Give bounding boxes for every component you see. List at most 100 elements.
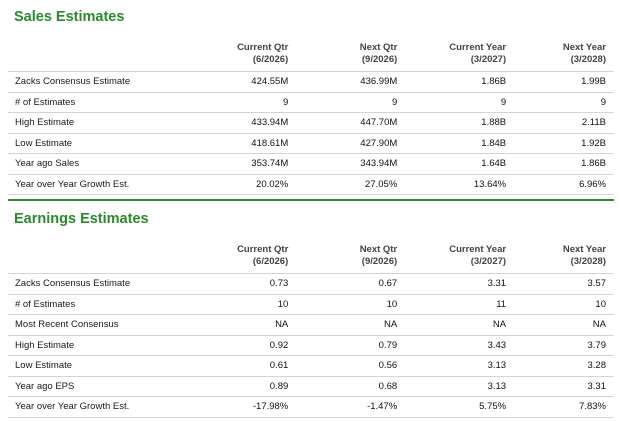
sales-header-row: Current Qtr (6/2026) Next Qtr (9/2026) C… xyxy=(8,36,614,72)
cell-value: 0.56 xyxy=(296,355,406,377)
cell-value: 1.88B xyxy=(405,112,515,134)
row-label: Zacks Consensus Estimate xyxy=(8,71,173,93)
table-row: Low Estimate 418.61M 427.90M 1.84B 1.92B xyxy=(8,133,614,154)
row-label: # of Estimates xyxy=(8,294,173,315)
header-line2: (6/2026) xyxy=(252,53,289,65)
row-label: Most Recent Consensus xyxy=(8,314,173,336)
table-row: Year over Year Growth Est. -17.98% -1.47… xyxy=(8,396,614,418)
cell-value: 20.02% xyxy=(172,174,297,195)
cell-value: 9 xyxy=(296,92,406,113)
cell-value: 0.67 xyxy=(296,273,406,295)
section-divider xyxy=(8,199,614,201)
earnings-header-row: Current Qtr (6/2026) Next Qtr (9/2026) C… xyxy=(8,238,614,274)
cell-value: 1.86B xyxy=(514,153,614,175)
cell-value: 418.61M xyxy=(172,133,297,154)
header-line1: Next Qtr xyxy=(359,42,398,53)
earnings-header-blank xyxy=(8,238,173,274)
cell-value: 3.13 xyxy=(405,376,515,397)
cell-value: 10 xyxy=(172,294,297,315)
cell-value: NA xyxy=(514,314,614,336)
cell-value: 7.83% xyxy=(514,396,614,418)
cell-value: 13.64% xyxy=(405,174,515,195)
table-row: # of Estimates 10 10 11 10 xyxy=(8,294,614,315)
row-label: High Estimate xyxy=(8,112,173,134)
header-line1: Current Qtr xyxy=(237,244,289,255)
table-row: Zacks Consensus Estimate 0.73 0.67 3.31 … xyxy=(8,273,614,295)
cell-value: 424.55M xyxy=(172,71,297,93)
sales-header-next-year: Next Year (3/2028) xyxy=(514,36,614,72)
row-label: Zacks Consensus Estimate xyxy=(8,273,173,295)
cell-value: 436.99M xyxy=(296,71,406,93)
earnings-header-current-year: Current Year (3/2027) xyxy=(405,238,515,274)
header-line2: (6/2026) xyxy=(252,255,289,267)
earnings-header-next-qtr: Next Qtr (9/2026) xyxy=(296,238,406,274)
row-label: Year ago Sales xyxy=(8,153,173,175)
table-row: # of Estimates 9 9 9 9 xyxy=(8,92,614,113)
sales-estimates-title: Sales Estimates xyxy=(14,9,125,25)
sales-header-current-qtr: Current Qtr (6/2026) xyxy=(172,36,297,72)
cell-value: 9 xyxy=(172,92,297,113)
cell-value: 9 xyxy=(514,92,614,113)
header-line2: (3/2028) xyxy=(570,255,606,267)
cell-value: NA xyxy=(296,314,406,336)
cell-value: -17.98% xyxy=(172,396,297,418)
table-row: Year ago EPS 0.89 0.68 3.13 3.31 xyxy=(8,376,614,397)
row-label: # of Estimates xyxy=(8,92,173,113)
header-line2: (3/2027) xyxy=(470,255,507,267)
cell-value: 3.43 xyxy=(405,335,515,356)
cell-value: NA xyxy=(405,314,515,336)
table-row: Most Recent Consensus NA NA NA NA xyxy=(8,314,614,336)
earnings-estimates-table: Current Qtr (6/2026) Next Qtr (9/2026) C… xyxy=(8,238,614,418)
sales-header-current-year: Current Year (3/2027) xyxy=(405,36,515,72)
cell-value: -1.47% xyxy=(296,396,406,418)
cell-value: 10 xyxy=(296,294,406,315)
cell-value: 0.73 xyxy=(172,273,297,295)
cell-value: 6.96% xyxy=(514,174,614,195)
cell-value: 427.90M xyxy=(296,133,406,154)
cell-value: 0.68 xyxy=(296,376,406,397)
row-label: Low Estimate xyxy=(8,133,173,154)
header-line1: Next Year xyxy=(562,244,606,255)
header-line2: (3/2027) xyxy=(470,53,507,65)
cell-value: 1.84B xyxy=(405,133,515,154)
sales-header-blank xyxy=(8,36,173,72)
cell-value: 0.89 xyxy=(172,376,297,397)
header-line1: Current Year xyxy=(449,244,507,255)
cell-value: 9 xyxy=(405,92,515,113)
cell-value: 3.31 xyxy=(405,273,515,295)
cell-value: 0.61 xyxy=(172,355,297,377)
cell-value: 5.75% xyxy=(405,396,515,418)
row-label: High Estimate xyxy=(8,335,173,356)
header-line1: Current Year xyxy=(449,42,507,53)
cell-value: 0.92 xyxy=(172,335,297,356)
cell-value: 3.13 xyxy=(405,355,515,377)
cell-value: 3.79 xyxy=(514,335,614,356)
cell-value: 343.94M xyxy=(296,153,406,175)
cell-value: 3.31 xyxy=(514,376,614,397)
row-label: Year over Year Growth Est. xyxy=(8,396,173,418)
header-line2: (9/2026) xyxy=(361,255,398,267)
header-line1: Current Qtr xyxy=(237,42,289,53)
cell-value: 1.64B xyxy=(405,153,515,175)
sales-header-next-qtr: Next Qtr (9/2026) xyxy=(296,36,406,72)
cell-value: 1.92B xyxy=(514,133,614,154)
cell-value: 0.79 xyxy=(296,335,406,356)
earnings-estimates-title: Earnings Estimates xyxy=(14,211,149,227)
row-label: Year over Year Growth Est. xyxy=(8,174,173,195)
table-row: Low Estimate 0.61 0.56 3.13 3.28 xyxy=(8,355,614,377)
cell-value: 1.86B xyxy=(405,71,515,93)
cell-value: 3.28 xyxy=(514,355,614,377)
table-row: High Estimate 433.94M 447.70M 1.88B 2.11… xyxy=(8,112,614,134)
cell-value: 1.99B xyxy=(514,71,614,93)
cell-value: 447.70M xyxy=(296,112,406,134)
sales-estimates-table: Current Qtr (6/2026) Next Qtr (9/2026) C… xyxy=(8,36,614,195)
cell-value: 353.74M xyxy=(172,153,297,175)
cell-value: 433.94M xyxy=(172,112,297,134)
cell-value: 11 xyxy=(405,294,515,315)
header-line2: (9/2026) xyxy=(361,53,398,65)
cell-value: NA xyxy=(172,314,297,336)
table-row: Zacks Consensus Estimate 424.55M 436.99M… xyxy=(8,71,614,93)
cell-value: 10 xyxy=(514,294,614,315)
cell-value: 2.11B xyxy=(514,112,614,134)
header-line2: (3/2028) xyxy=(570,53,606,65)
